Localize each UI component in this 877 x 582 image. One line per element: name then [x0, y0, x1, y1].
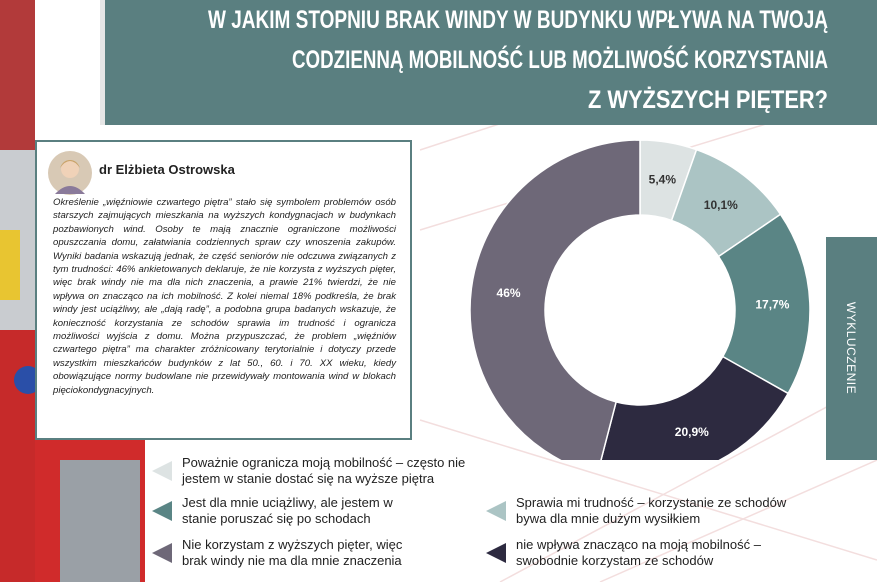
legend-swatch — [486, 543, 506, 563]
legend-label: Nie korzystam z wyższych pięter, więc br… — [182, 537, 403, 568]
value-label: 10,1% — [704, 198, 738, 212]
side-tab: WYKLUCZENIE — [826, 237, 877, 460]
legend-item: Nie korzystam z wyższych pięter, więc br… — [150, 537, 422, 569]
legend-item: Sprawia mi trudność – korzystanie ze sch… — [484, 495, 816, 527]
legend-swatch-shape — [152, 543, 172, 563]
title-line: CODZIENNĄ MOBILNOŚĆ LUB MOŻLIWOŚĆ KORZYS… — [292, 44, 828, 74]
legend-swatch — [152, 461, 172, 481]
legend-label: Jest dla mnie uciążliwy, ale jestem w st… — [182, 495, 393, 526]
donut-chart: 5,4% 10,1% 17,7% 20,9% 46% — [469, 139, 811, 460]
legend-swatch-shape — [486, 543, 506, 563]
title-line: Z WYŻSZYCH PIĘTER? — [588, 86, 828, 114]
legend-label: Poważnie ogranicza moją mobilność – częs… — [182, 455, 466, 486]
legend-item: Poważnie ogranicza moją mobilność – częs… — [150, 455, 492, 487]
value-label: 20,9% — [675, 425, 709, 439]
avatar — [48, 151, 92, 195]
expert-name: dr Elżbieta Ostrowska — [99, 162, 235, 177]
legend-swatch — [152, 543, 172, 563]
value-label: 46% — [497, 286, 521, 300]
legend-swatch — [152, 501, 172, 521]
legend-swatch — [486, 501, 506, 521]
side-tab-label: WYKLUCZENIE — [844, 301, 858, 395]
title-line: W JAKIM STOPNIU BRAK WINDY W BUDYNKU WPŁ… — [208, 6, 828, 34]
legend-swatch-shape — [486, 501, 506, 521]
expert-text: Określenie „więźniowie czwartego piętra”… — [53, 197, 396, 396]
legend-swatch-shape — [152, 461, 172, 481]
value-label: 17,7% — [755, 297, 789, 311]
expert-box: dr Elżbieta Ostrowska Określenie „więźni… — [35, 140, 412, 440]
legend-item: Jest dla mnie uciążliwy, ale jestem w st… — [150, 495, 422, 527]
donut-slice — [469, 139, 641, 460]
donut-slice — [600, 355, 790, 460]
legend-swatch-shape — [152, 501, 172, 521]
legend-item: nie wpływa znacząco na moją mobilność – … — [484, 537, 776, 569]
legend-label: Sprawia mi trudność – korzystanie ze sch… — [516, 495, 787, 526]
value-label: 5,4% — [649, 172, 677, 186]
donut-slice — [717, 213, 811, 395]
legend-label: nie wpływa znacząco na moją mobilność – … — [516, 537, 761, 568]
title: W JAKIM STOPNIU BRAK WINDY W BUDYNKU WPŁ… — [208, 6, 828, 114]
